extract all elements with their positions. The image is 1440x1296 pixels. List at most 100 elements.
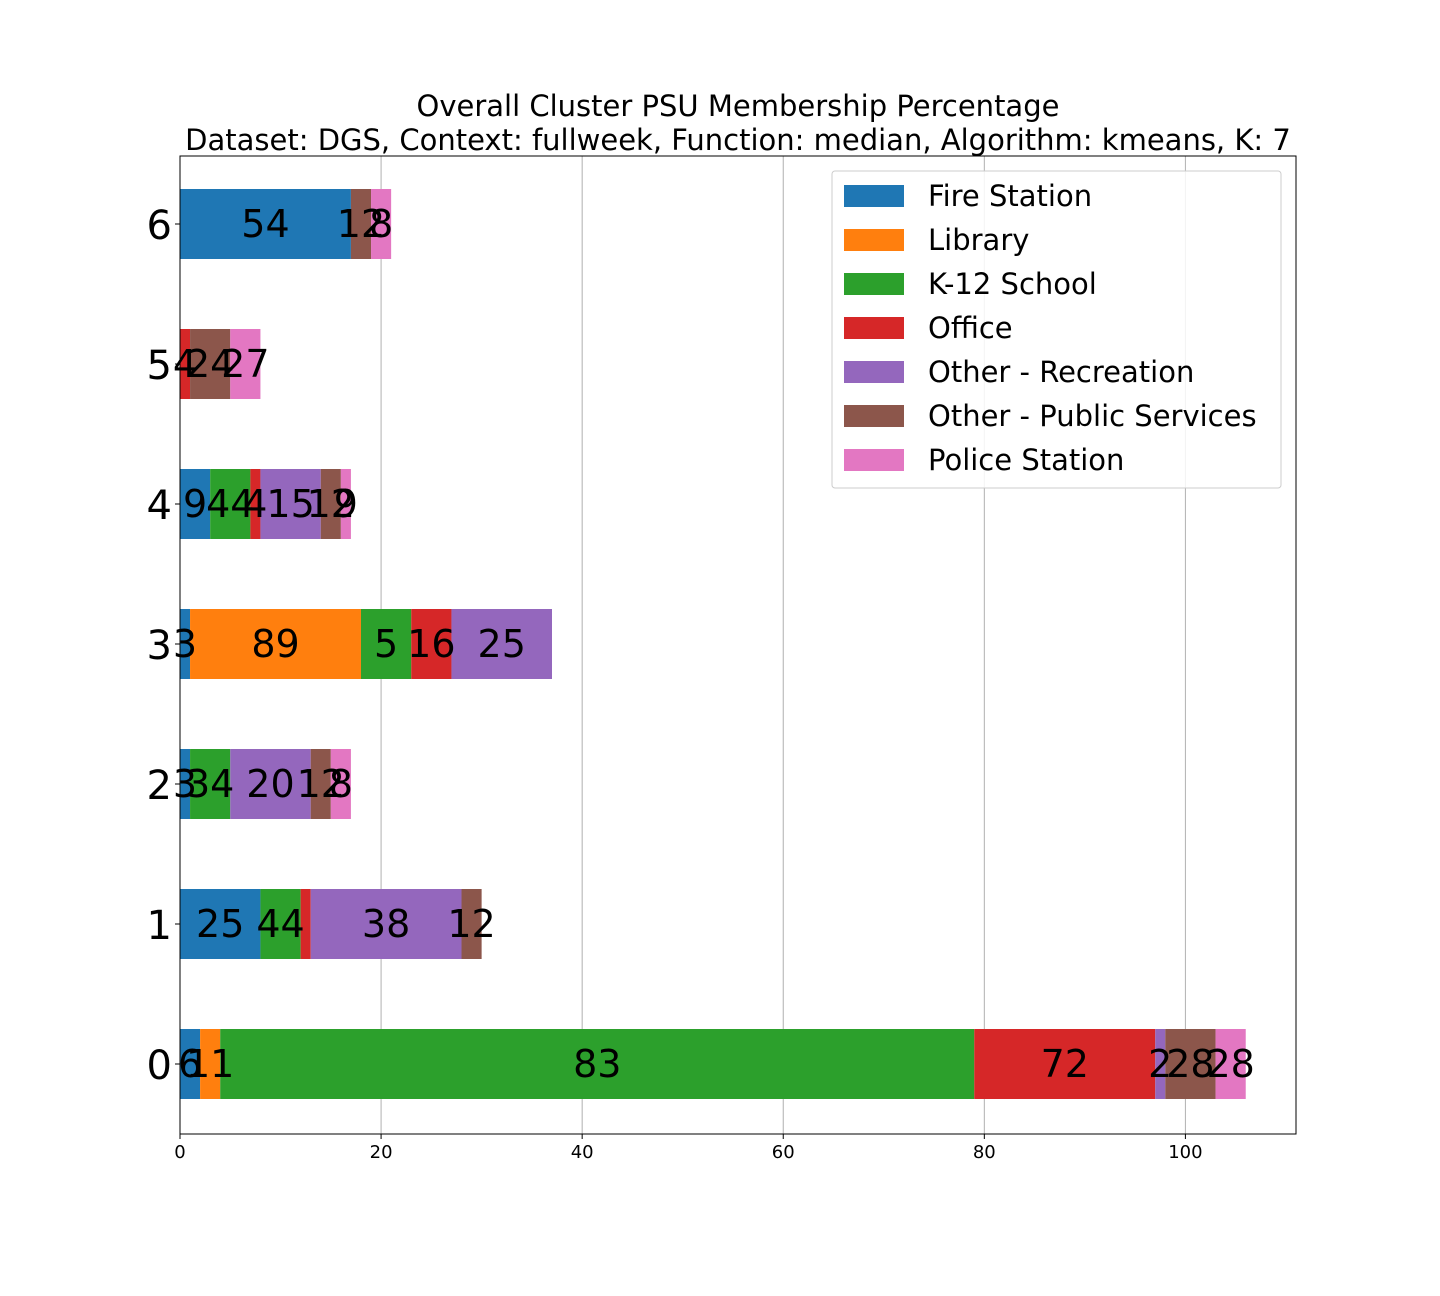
bar-segment-label: 8 xyxy=(329,762,353,806)
bar-segment xyxy=(210,469,251,539)
chart-title: Overall Cluster PSU Membership Percentag… xyxy=(417,89,1060,123)
bar-segment-label: 28 xyxy=(1206,1042,1254,1086)
bar-segment xyxy=(200,1029,221,1099)
bar-segment-label: 89 xyxy=(251,622,299,666)
bar-segment xyxy=(180,889,261,959)
bar-segment-label: 28 xyxy=(1166,1042,1214,1086)
y-tick-label: 2 xyxy=(147,763,172,809)
legend-label: Other - Recreation xyxy=(928,355,1194,389)
bar-segment xyxy=(461,889,482,959)
segment-labels: 6253395411898344345447216442382025152812… xyxy=(173,202,1255,1086)
y-tick-label: 4 xyxy=(147,483,172,529)
bar-segment xyxy=(411,609,452,679)
y-tick-label: 5 xyxy=(147,343,172,389)
bar-segment-label: 5 xyxy=(374,622,398,666)
bar-segment-label: 12 xyxy=(447,902,495,946)
bar-segment xyxy=(220,1029,975,1099)
legend-swatch xyxy=(844,229,904,251)
bar-segment-label: 6 xyxy=(178,1042,202,1086)
bar-segment xyxy=(230,749,311,819)
legend-swatch xyxy=(844,405,904,427)
bar-segment xyxy=(350,189,372,259)
legend-swatch xyxy=(844,361,904,383)
bar-segment xyxy=(320,469,341,539)
bar-segment-label: 44 xyxy=(256,902,304,946)
bar-segment-label: 9 xyxy=(334,482,358,526)
bar-segment-label: 72 xyxy=(1041,1042,1089,1086)
bar-segment-label: 27 xyxy=(221,342,269,386)
bar-segment xyxy=(1215,1029,1246,1099)
legend: Fire Station Library K-12 School Office Othe… xyxy=(831,170,1282,489)
y-tick-label: 3 xyxy=(147,623,172,669)
bar-segment xyxy=(190,749,231,819)
bar-segment xyxy=(451,609,552,679)
bar-segment xyxy=(250,469,261,539)
bar-segment xyxy=(180,189,351,259)
bar-segment-label: 44 xyxy=(206,482,254,526)
y-tick-label: 6 xyxy=(147,203,172,249)
x-tick-label: 20 xyxy=(370,1142,393,1163)
bar-segment-label: 38 xyxy=(362,902,410,946)
bar-segment xyxy=(310,749,331,819)
bar-segment xyxy=(190,329,231,399)
plot-frame xyxy=(179,155,1297,1135)
x-tick-label: 40 xyxy=(571,1142,594,1163)
bar-segment xyxy=(974,1029,1156,1099)
bar-segment xyxy=(1155,1029,1166,1099)
bar-segment xyxy=(180,469,211,539)
bar-segment-label: 12 xyxy=(297,762,345,806)
bar-segment-label: 12 xyxy=(337,202,385,246)
bar-segment xyxy=(180,609,191,679)
bar-segment xyxy=(1165,1029,1216,1099)
legend-swatch xyxy=(844,273,904,295)
x-tick-label: 100 xyxy=(1168,1142,1202,1163)
bar-segment-label: 24 xyxy=(186,342,234,386)
bar-segment xyxy=(260,469,321,539)
bar-segment xyxy=(260,889,301,959)
y-tick-label: 0 xyxy=(147,1043,172,1089)
bar-segment xyxy=(180,329,191,399)
legend-label: Office xyxy=(928,311,1013,345)
bar-segment-label: 9 xyxy=(183,482,207,526)
bar-segment-label: 4 xyxy=(243,482,267,526)
bar-segment xyxy=(190,609,361,679)
bar-segment-label: 83 xyxy=(573,1042,621,1086)
bar-segment-label: 25 xyxy=(478,622,526,666)
x-axis: 0 20 40 60 80 100 xyxy=(174,1134,1203,1163)
bar-segment-label: 20 xyxy=(246,762,294,806)
bar-segment-label: 8 xyxy=(369,202,393,246)
bar-segment xyxy=(371,189,392,259)
legend-label: K-12 School xyxy=(928,267,1097,301)
legend-label: Library xyxy=(928,223,1029,257)
bar-segment xyxy=(360,609,412,679)
bar-segment-label: 12 xyxy=(307,482,355,526)
legend-swatch xyxy=(844,185,904,207)
y-axis: 0 1 2 3 4 5 6 xyxy=(147,203,180,1089)
legend-label: Fire Station xyxy=(928,179,1092,213)
bar-segment-label: 15 xyxy=(266,482,314,526)
y-tick-label: 1 xyxy=(147,903,172,949)
legend-swatch xyxy=(844,317,904,339)
chart-subtitle: Dataset: DGS, Context: fullweek, Functio… xyxy=(185,123,1291,157)
legend-label: Other - Public Services xyxy=(928,399,1257,433)
legend-label: Police Station xyxy=(928,443,1124,477)
bar-segment-label: 11 xyxy=(186,1042,234,1086)
bar-segment-label: 16 xyxy=(407,622,455,666)
bar-segment xyxy=(300,889,311,959)
x-tick-label: 0 xyxy=(174,1142,185,1163)
bar-segment xyxy=(310,889,462,959)
bar-segment-label: 54 xyxy=(241,202,289,246)
bar-segment xyxy=(180,749,191,819)
legend-frame xyxy=(831,170,1282,489)
x-tick-label: 80 xyxy=(973,1142,996,1163)
bar-segment xyxy=(330,749,351,819)
legend-swatch xyxy=(844,449,904,471)
bars xyxy=(180,189,1246,1099)
bar-segment-label: 25 xyxy=(196,902,244,946)
bar-segment-label: 2 xyxy=(1148,1042,1172,1086)
x-tick-label: 60 xyxy=(772,1142,795,1163)
bar-segment xyxy=(230,329,261,399)
bar-segment xyxy=(180,1029,201,1099)
bar-segment xyxy=(340,469,351,539)
